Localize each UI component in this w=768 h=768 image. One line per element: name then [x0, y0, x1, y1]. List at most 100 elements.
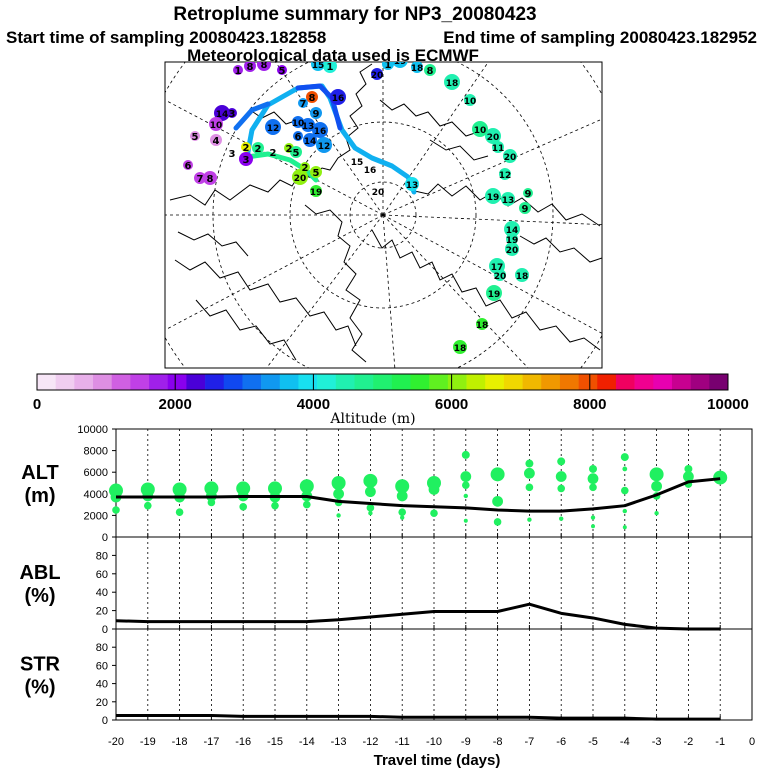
map-cluster-dot: [506, 233, 518, 245]
colorbar-segment: [615, 374, 635, 390]
map-day-number: 17: [491, 263, 504, 273]
colorbar-segment: [653, 374, 673, 390]
altitude-cluster-marker: [398, 508, 407, 516]
map-day-number: 13: [302, 122, 315, 132]
y-tick-label: 80: [96, 550, 108, 562]
colorbar-tick-label: 8000: [573, 396, 606, 413]
y-tick-label: 0: [102, 715, 108, 727]
altitude-cluster-marker: [622, 508, 627, 514]
map-day-number: 8: [261, 60, 268, 71]
altitude-cluster-marker: [207, 498, 216, 507]
y-tick-label: 2000: [84, 510, 108, 522]
colorbar-segment: [485, 374, 505, 390]
altitude-cluster-marker: [713, 470, 728, 485]
map-day-number: 20: [494, 272, 507, 282]
altitude-cluster-marker: [144, 501, 152, 510]
map-cluster-dot: [472, 121, 488, 137]
altitude-cluster-marker: [333, 488, 344, 500]
altitude-cluster-marker: [525, 459, 534, 468]
altitude-cluster-marker: [239, 502, 247, 511]
y-tick-label: 80: [96, 642, 108, 654]
map-day-number: 16: [364, 166, 377, 176]
altitude-cluster-marker: [651, 480, 662, 492]
altitude-cluster-marker: [525, 483, 534, 492]
x-tick-label: -8: [493, 736, 503, 748]
map-day-number: 20: [294, 174, 307, 184]
panel-unit: (%): [24, 585, 55, 607]
map-day-number: 2: [302, 163, 309, 174]
altitude-cluster-marker: [557, 484, 565, 493]
altitude-cluster-marker: [365, 486, 376, 498]
time-series-panels: ALT(m)0200040006000800010000ABL(%)020406…: [19, 424, 755, 748]
colorbar-tick-label: 6000: [435, 396, 468, 413]
y-tick-label: 8000: [84, 446, 108, 458]
y-tick-label: 40: [96, 679, 108, 691]
colorbar-tick-label: 0: [33, 396, 41, 413]
panel-alt: ALT(m) 0 2000 4000 6000 8000 10000: [21, 424, 753, 544]
colorbar-segment: [242, 374, 262, 390]
colorbar-segment: [149, 374, 169, 390]
altitude-cluster-marker: [268, 481, 282, 496]
map-day-number: 18: [516, 272, 529, 282]
str-line: [116, 713, 721, 721]
colorbar-segment: [186, 374, 206, 390]
map-cluster-dot: [210, 134, 222, 146]
panel-str: STR(%) 0 20 40 60 80: [20, 628, 753, 727]
map-cluster-dot: [476, 318, 488, 330]
map-cluster-dot: [371, 68, 383, 80]
colorbar-segment: [205, 374, 225, 390]
map-day-number: 7: [197, 174, 204, 185]
altitude-cluster-marker: [271, 501, 279, 510]
x-tick-label: -6: [556, 736, 566, 748]
map-cluster-dot: [392, 62, 408, 68]
map-day-number: 2: [243, 143, 250, 154]
map-day-number: 19: [488, 290, 501, 300]
altitude-cluster-marker: [462, 481, 470, 489]
end-time-label: End time of sampling 20080423.182952: [443, 28, 757, 47]
map-day-number: 19: [394, 57, 407, 67]
altitude-cluster-marker: [336, 513, 341, 518]
x-tick-label: -20: [108, 736, 124, 748]
map-cluster-dot: [504, 221, 520, 237]
colorbar-segment: [447, 374, 467, 390]
colorbar-tick-label: 10000: [707, 396, 749, 413]
panel-unit: (m): [24, 485, 55, 507]
map-day-number: 18: [476, 321, 489, 331]
colorbar-segment: [93, 374, 113, 390]
map-cluster-dot: [252, 142, 264, 154]
colorbar-segment: [279, 374, 299, 390]
trajectory-paths: [233, 83, 417, 195]
map-cluster-dot: [499, 168, 511, 180]
map-day-number: 15: [312, 61, 325, 71]
altitude-cluster-marker: [400, 515, 405, 520]
map-cluster-dot: [519, 202, 531, 214]
map-cluster-dot: [330, 89, 346, 105]
map-day-number: 10: [474, 126, 487, 136]
map-cluster-dot: [239, 152, 253, 166]
altitude-cluster-marker: [683, 471, 694, 482]
start-time-label: Start time of sampling 20080423.182858: [6, 28, 326, 47]
altitude-cluster-marker: [490, 467, 505, 482]
map-cluster-dot: [241, 142, 251, 152]
map-day-number: 5: [293, 148, 300, 159]
colorbar-segment: [503, 374, 523, 390]
map-day-number: 5: [313, 168, 320, 179]
map-cluster-dot: [312, 122, 328, 138]
altitude-cluster-marker: [555, 471, 567, 482]
colorbar-segment: [130, 374, 150, 390]
map-day-number: 15: [351, 158, 364, 168]
map-day-number: 2: [270, 148, 277, 159]
colorbar-segment: [298, 374, 318, 390]
map-day-number: 18: [411, 64, 424, 74]
map-day-number: 10: [292, 119, 305, 129]
altitude-cluster-marker: [395, 479, 410, 494]
altitude-cluster-marker: [461, 450, 470, 459]
abl-line: [115, 602, 721, 631]
map-day-number: 10: [464, 97, 477, 107]
map-cluster-dot: [311, 62, 325, 71]
colorbar-segment: [223, 374, 243, 390]
map-day-number: 8: [427, 66, 434, 77]
map-day-number: 9: [525, 189, 532, 200]
